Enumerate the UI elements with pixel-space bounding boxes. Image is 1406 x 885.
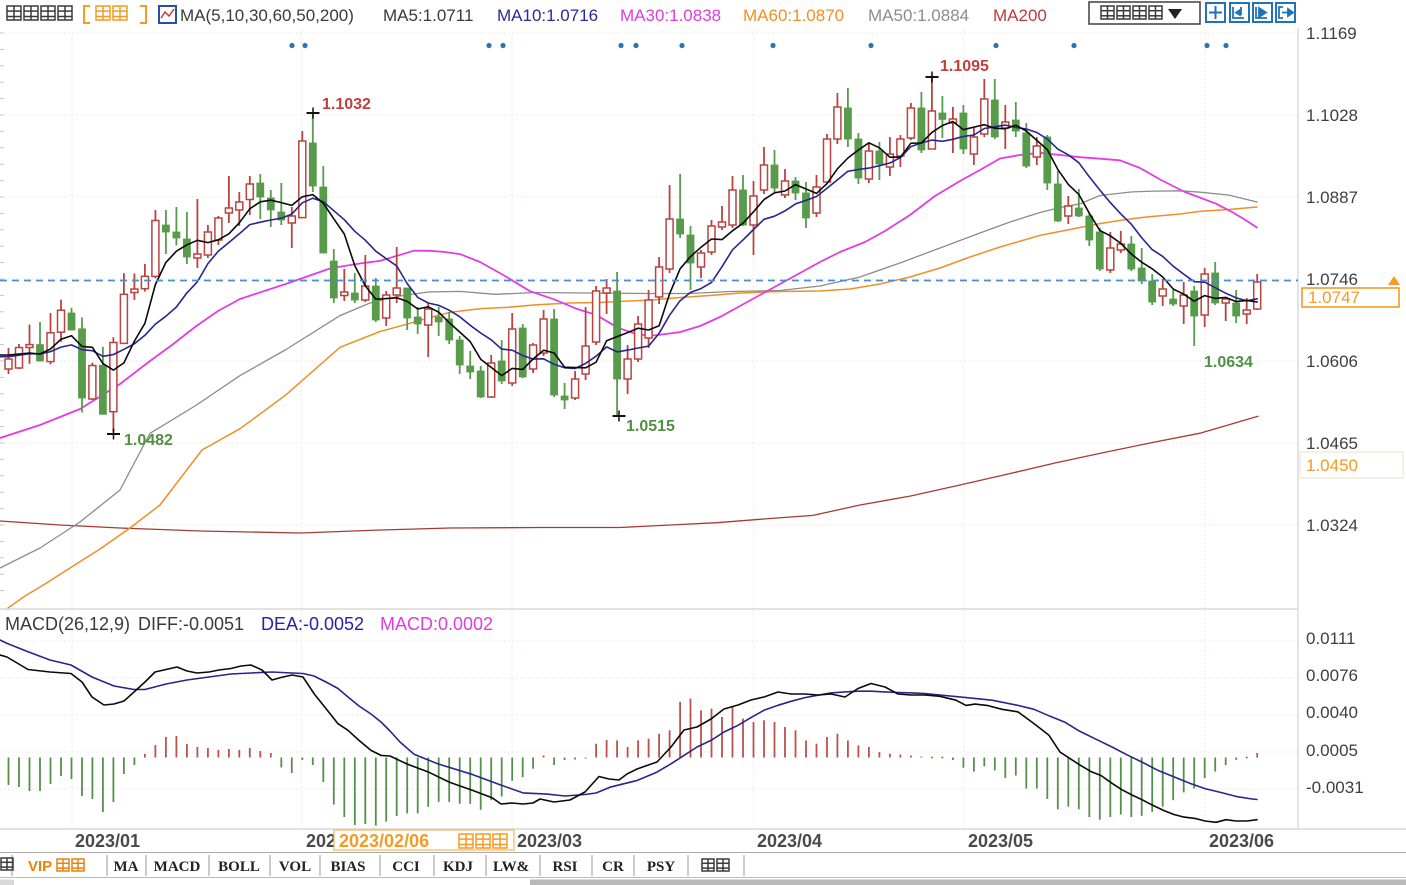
svg-text:0.0005: 0.0005	[1306, 741, 1358, 760]
svg-text:CR: CR	[602, 859, 624, 875]
svg-text:KDJ: KDJ	[443, 859, 474, 875]
svg-text:RSI: RSI	[552, 859, 577, 875]
svg-text:2023/06: 2023/06	[1209, 831, 1274, 851]
svg-text:2023/01: 2023/01	[75, 831, 140, 851]
svg-text:MA5:1.0711: MA5:1.0711	[383, 6, 473, 25]
svg-text:VIP: VIP	[28, 858, 52, 875]
svg-text:BOLL: BOLL	[218, 859, 260, 875]
svg-text:MA50:1.0884: MA50:1.0884	[868, 6, 969, 25]
svg-text:1.0515: 1.0515	[626, 418, 675, 435]
svg-text:1.1032: 1.1032	[322, 96, 371, 113]
svg-text:0.0076: 0.0076	[1306, 666, 1358, 685]
svg-text:MA10:1.0716: MA10:1.0716	[497, 6, 598, 25]
svg-text:0.0111: 0.0111	[1306, 629, 1355, 648]
svg-text:2023/02/06: 2023/02/06	[339, 831, 429, 851]
svg-text:CCI: CCI	[392, 859, 420, 875]
svg-text:MACD: MACD	[154, 859, 201, 875]
svg-text:1.0747: 1.0747	[1308, 288, 1360, 307]
svg-text:DEA:-0.0052: DEA:-0.0052	[261, 614, 364, 634]
svg-text:BIAS: BIAS	[330, 859, 365, 875]
svg-text:1.0450: 1.0450	[1306, 456, 1358, 475]
svg-text:1.0465: 1.0465	[1306, 434, 1358, 453]
svg-text:LW&: LW&	[493, 859, 529, 875]
svg-text:1.0606: 1.0606	[1306, 352, 1358, 371]
svg-text:MA60:1.0870: MA60:1.0870	[743, 6, 844, 25]
svg-text:MA(5,10,30,60,50,200): MA(5,10,30,60,50,200)	[180, 6, 354, 25]
svg-text:-0.0031: -0.0031	[1306, 778, 1364, 797]
svg-text:MACD:0.0002: MACD:0.0002	[380, 614, 493, 634]
svg-text:1.0324: 1.0324	[1306, 516, 1358, 535]
svg-text:MA30:1.0838: MA30:1.0838	[620, 6, 721, 25]
svg-text:DIFF:-0.0051: DIFF:-0.0051	[138, 614, 244, 634]
svg-text:0.0040: 0.0040	[1306, 703, 1358, 722]
svg-text:MACD(26,12,9): MACD(26,12,9)	[5, 614, 130, 634]
svg-text:1.0482: 1.0482	[124, 432, 173, 449]
svg-text:1.1095: 1.1095	[940, 58, 989, 75]
svg-text:VOL: VOL	[279, 859, 311, 875]
svg-text:2023/03: 2023/03	[517, 831, 582, 851]
svg-text:PSY: PSY	[647, 859, 676, 875]
svg-text:2023/05: 2023/05	[968, 831, 1033, 851]
svg-text:1.0746: 1.0746	[1306, 270, 1358, 289]
svg-text:1.0887: 1.0887	[1306, 188, 1358, 207]
svg-text:1.0634: 1.0634	[1204, 354, 1253, 371]
svg-text:2023/04: 2023/04	[757, 831, 822, 851]
svg-text:1.1169: 1.1169	[1306, 24, 1357, 43]
svg-text:202: 202	[306, 831, 336, 851]
svg-text:MA: MA	[114, 859, 139, 875]
svg-text:1.1028: 1.1028	[1306, 106, 1358, 125]
svg-text:MA200: MA200	[993, 6, 1047, 25]
